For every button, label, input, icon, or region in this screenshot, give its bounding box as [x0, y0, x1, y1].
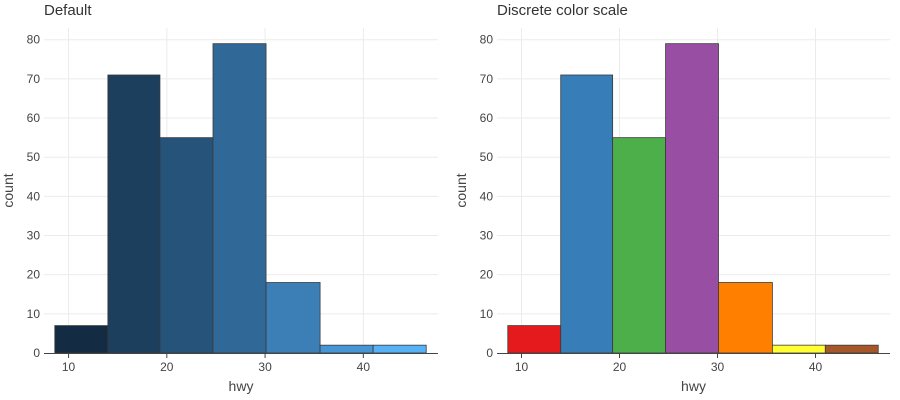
right-histogram-panel: 0 10 20 30 40 50 60 70 80 10 20 30 40 hwy count — [453, 28, 890, 394]
histogram-bar — [612, 137, 666, 354]
x-tick-label: 40 — [809, 360, 823, 374]
histogram-bar — [54, 325, 109, 354]
y-tick-label: 30 — [27, 229, 41, 243]
histogram-bar — [507, 325, 562, 354]
histogram-bar — [265, 282, 321, 354]
y-tick-label: 0 — [33, 346, 40, 360]
x-tick-label: 30 — [258, 360, 272, 374]
histogram-bar — [372, 344, 427, 354]
y-axis-title: count — [0, 173, 16, 207]
right-chart-title: Discrete color scale — [497, 2, 628, 19]
y-tick-label: 20 — [27, 268, 41, 282]
y-tick-label: 60 — [27, 111, 41, 125]
y-tick-label: 80 — [480, 33, 494, 47]
y-tick-label: 40 — [480, 189, 494, 203]
x-tick-label: 20 — [613, 360, 627, 374]
y-tick-label: 30 — [480, 229, 494, 243]
x-axis-title: hwy — [681, 378, 706, 394]
histogram-bar — [159, 137, 214, 354]
left-chart-title: Default — [44, 2, 92, 19]
y-tick-label: 40 — [27, 189, 41, 203]
histogram-bar — [824, 344, 879, 354]
x-axis-title: hwy — [229, 378, 254, 394]
y-axis-title: count — [453, 173, 469, 207]
histogram-bar — [560, 74, 614, 354]
histogram-bar — [319, 344, 374, 354]
y-tick-label: 60 — [480, 111, 494, 125]
x-tick-label: 30 — [711, 360, 725, 374]
y-tick-label: 10 — [27, 307, 41, 321]
y-tick-label: 80 — [27, 33, 41, 47]
x-tick-label: 40 — [357, 360, 371, 374]
histogram-bar — [212, 43, 267, 354]
y-tick-label: 0 — [486, 346, 493, 360]
x-tick-label: 10 — [62, 360, 76, 374]
y-tick-label: 10 — [480, 307, 494, 321]
left-histogram-panel: 0 10 20 30 40 50 60 70 80 10 20 30 40 hwy count — [0, 28, 438, 394]
y-tick-label: 70 — [27, 72, 41, 86]
histogram-bar — [771, 344, 826, 354]
histogram-bar — [107, 74, 161, 354]
x-tick-label: 20 — [160, 360, 174, 374]
histogram-bar — [718, 282, 773, 354]
y-tick-label: 70 — [480, 72, 494, 86]
y-tick-label: 50 — [480, 150, 494, 164]
x-tick-label: 10 — [515, 360, 529, 374]
y-tick-label: 20 — [480, 268, 494, 282]
y-tick-label: 50 — [27, 150, 41, 164]
histogram-bar — [665, 43, 719, 354]
